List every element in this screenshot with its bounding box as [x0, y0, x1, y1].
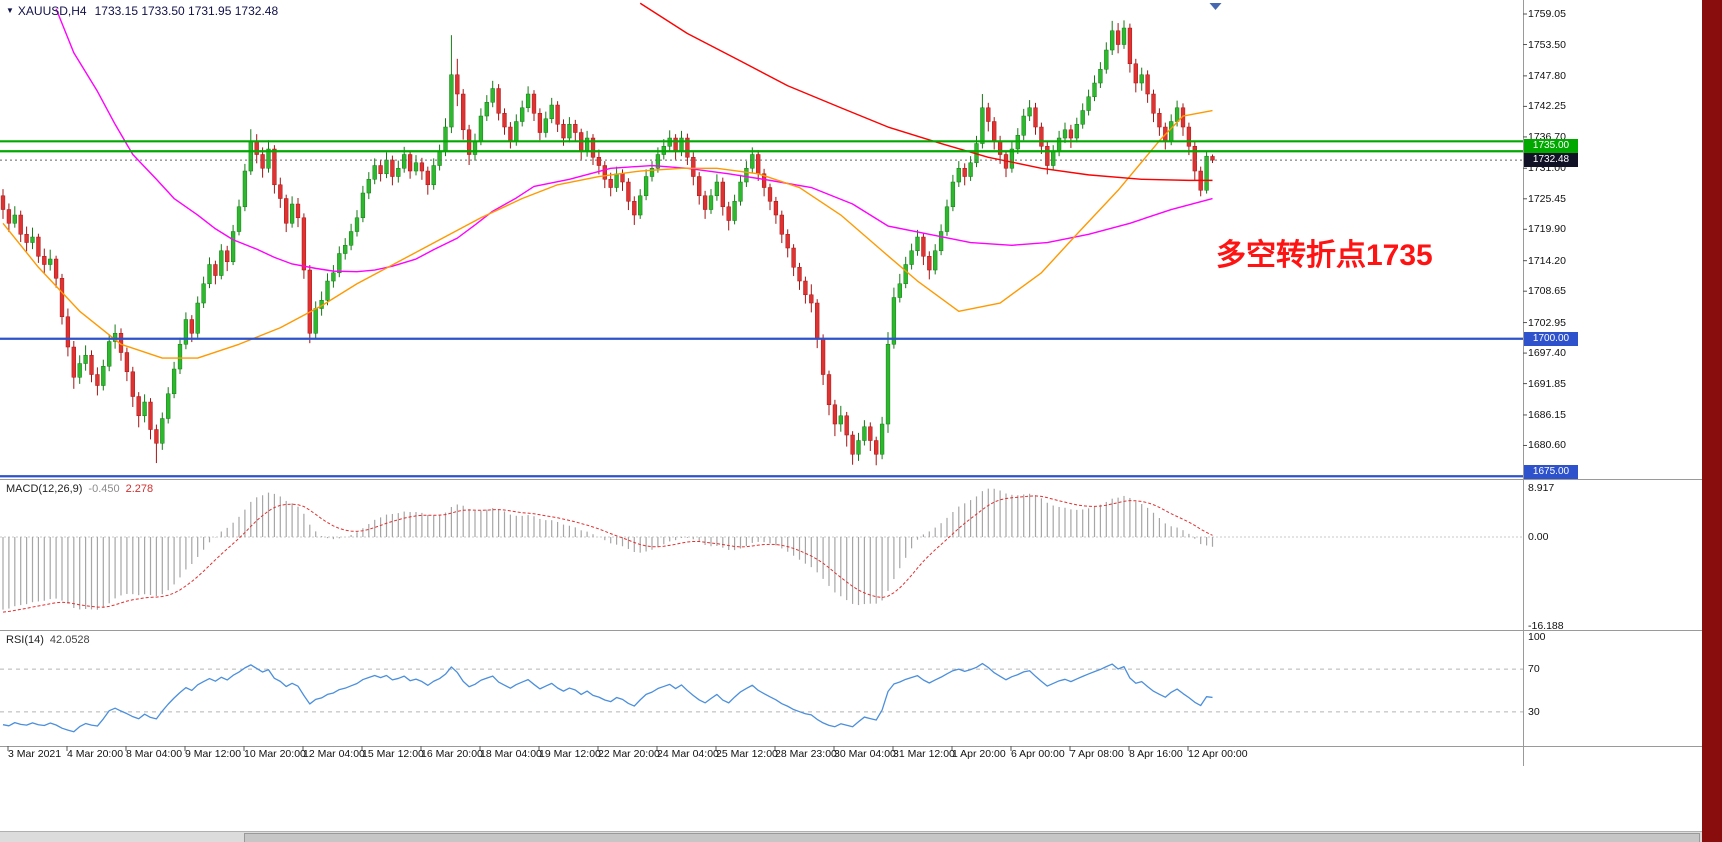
- collapse-triangle-icon[interactable]: ▼: [6, 6, 14, 15]
- level-price-tag: 1675.00: [1524, 465, 1578, 479]
- time-axis-label: 18 Mar 04:00: [480, 748, 542, 760]
- macd-axis-label: -16.188: [1528, 620, 1564, 632]
- time-axis-label: 8 Apr 16:00: [1129, 748, 1183, 760]
- rsi-axis-label: 100: [1528, 631, 1546, 643]
- time-axis-label: 3 Mar 2021: [8, 748, 62, 760]
- price-axis-label: 1708.65: [1528, 285, 1566, 298]
- time-axis-label: 30 Mar 04:00: [834, 748, 896, 760]
- time-axis-label: 15 Mar 12:00: [362, 748, 424, 760]
- macd-signal-value: 2.278: [125, 483, 154, 495]
- ohlc-values: 1733.15 1733.50 1731.95 1732.48: [94, 4, 279, 18]
- price-axis-label: 1742.25: [1528, 100, 1566, 113]
- scrollbar-thumb[interactable]: [244, 833, 1700, 842]
- text-annotation[interactable]: 多空转折点1735: [1216, 239, 1433, 272]
- time-axis-label: 4 Mar 20:00: [67, 748, 124, 760]
- time-axis-label: 28 Mar 23:00: [775, 748, 837, 760]
- price-axis-label: 1697.40: [1528, 347, 1566, 360]
- time-axis-label: 7 Apr 08:00: [1070, 748, 1124, 760]
- window-edge-strip: [1702, 0, 1722, 842]
- price-axis-label: 1753.50: [1528, 38, 1566, 51]
- macd-name: MACD(12,26,9): [6, 483, 83, 495]
- rsi-axis-label: 30: [1528, 705, 1540, 718]
- time-axis-label: 24 Mar 04:00: [657, 748, 719, 760]
- macd-main-value: -0.450: [88, 483, 120, 495]
- time-axis-label: 19 Mar 12:00: [539, 748, 601, 760]
- macd-axis-label: 8.917: [1528, 482, 1555, 494]
- time-axis-label: 6 Apr 00:00: [1011, 748, 1065, 760]
- price-axis-label: 1714.20: [1528, 254, 1566, 267]
- time-axis-label: 10 Mar 20:00: [244, 748, 306, 760]
- price-axis-label: 1759.05: [1528, 8, 1566, 20]
- price-axis-label: 1702.95: [1528, 316, 1566, 329]
- price-axis-label: 1680.60: [1528, 439, 1566, 452]
- macd-axis-label: 0.00: [1528, 531, 1549, 544]
- time-axis-label: 16 Mar 20:00: [421, 748, 483, 760]
- time-axis-label: 12 Mar 04:00: [303, 748, 365, 760]
- time-axis-label: 25 Mar 12:00: [716, 748, 778, 760]
- price-axis-label: 1719.90: [1528, 223, 1566, 236]
- current-price-tag: 1732.48: [1524, 153, 1578, 168]
- symbol-period-label: XAUUSD,H4: [17, 4, 87, 18]
- price-axis-label: 1686.15: [1528, 408, 1566, 421]
- time-axis-label: 22 Mar 20:00: [598, 748, 660, 760]
- rsi-indicator-label: RSI(14) 42.0528: [6, 634, 90, 646]
- chart-title: ▼ XAUUSD,H4 1733.15 1733.50 1731.95 1732.4…: [6, 4, 278, 18]
- level-price-tag: 1735.00: [1524, 139, 1578, 154]
- level-price-tag: 1700.00: [1524, 331, 1578, 346]
- time-axis-label: 1 Apr 20:00: [952, 748, 1006, 760]
- rsi-axis-label: 70: [1528, 663, 1540, 676]
- horizontal-scrollbar[interactable]: [0, 831, 1702, 842]
- time-axis-label: 8 Mar 04:00: [126, 748, 183, 760]
- rsi-name: RSI(14): [6, 634, 44, 646]
- price-axis-label: 1691.85: [1528, 377, 1566, 390]
- price-axis-label: 1747.80: [1528, 69, 1566, 82]
- macd-indicator-label: MACD(12,26,9) -0.450 2.278: [6, 483, 153, 495]
- price-axis-label: 1725.45: [1528, 192, 1566, 205]
- time-axis-label: 31 Mar 12:00: [893, 748, 955, 760]
- rsi-value: 42.0528: [49, 634, 90, 646]
- time-axis-label: 9 Mar 12:00: [185, 748, 242, 760]
- time-axis-label: 12 Apr 00:00: [1188, 748, 1248, 760]
